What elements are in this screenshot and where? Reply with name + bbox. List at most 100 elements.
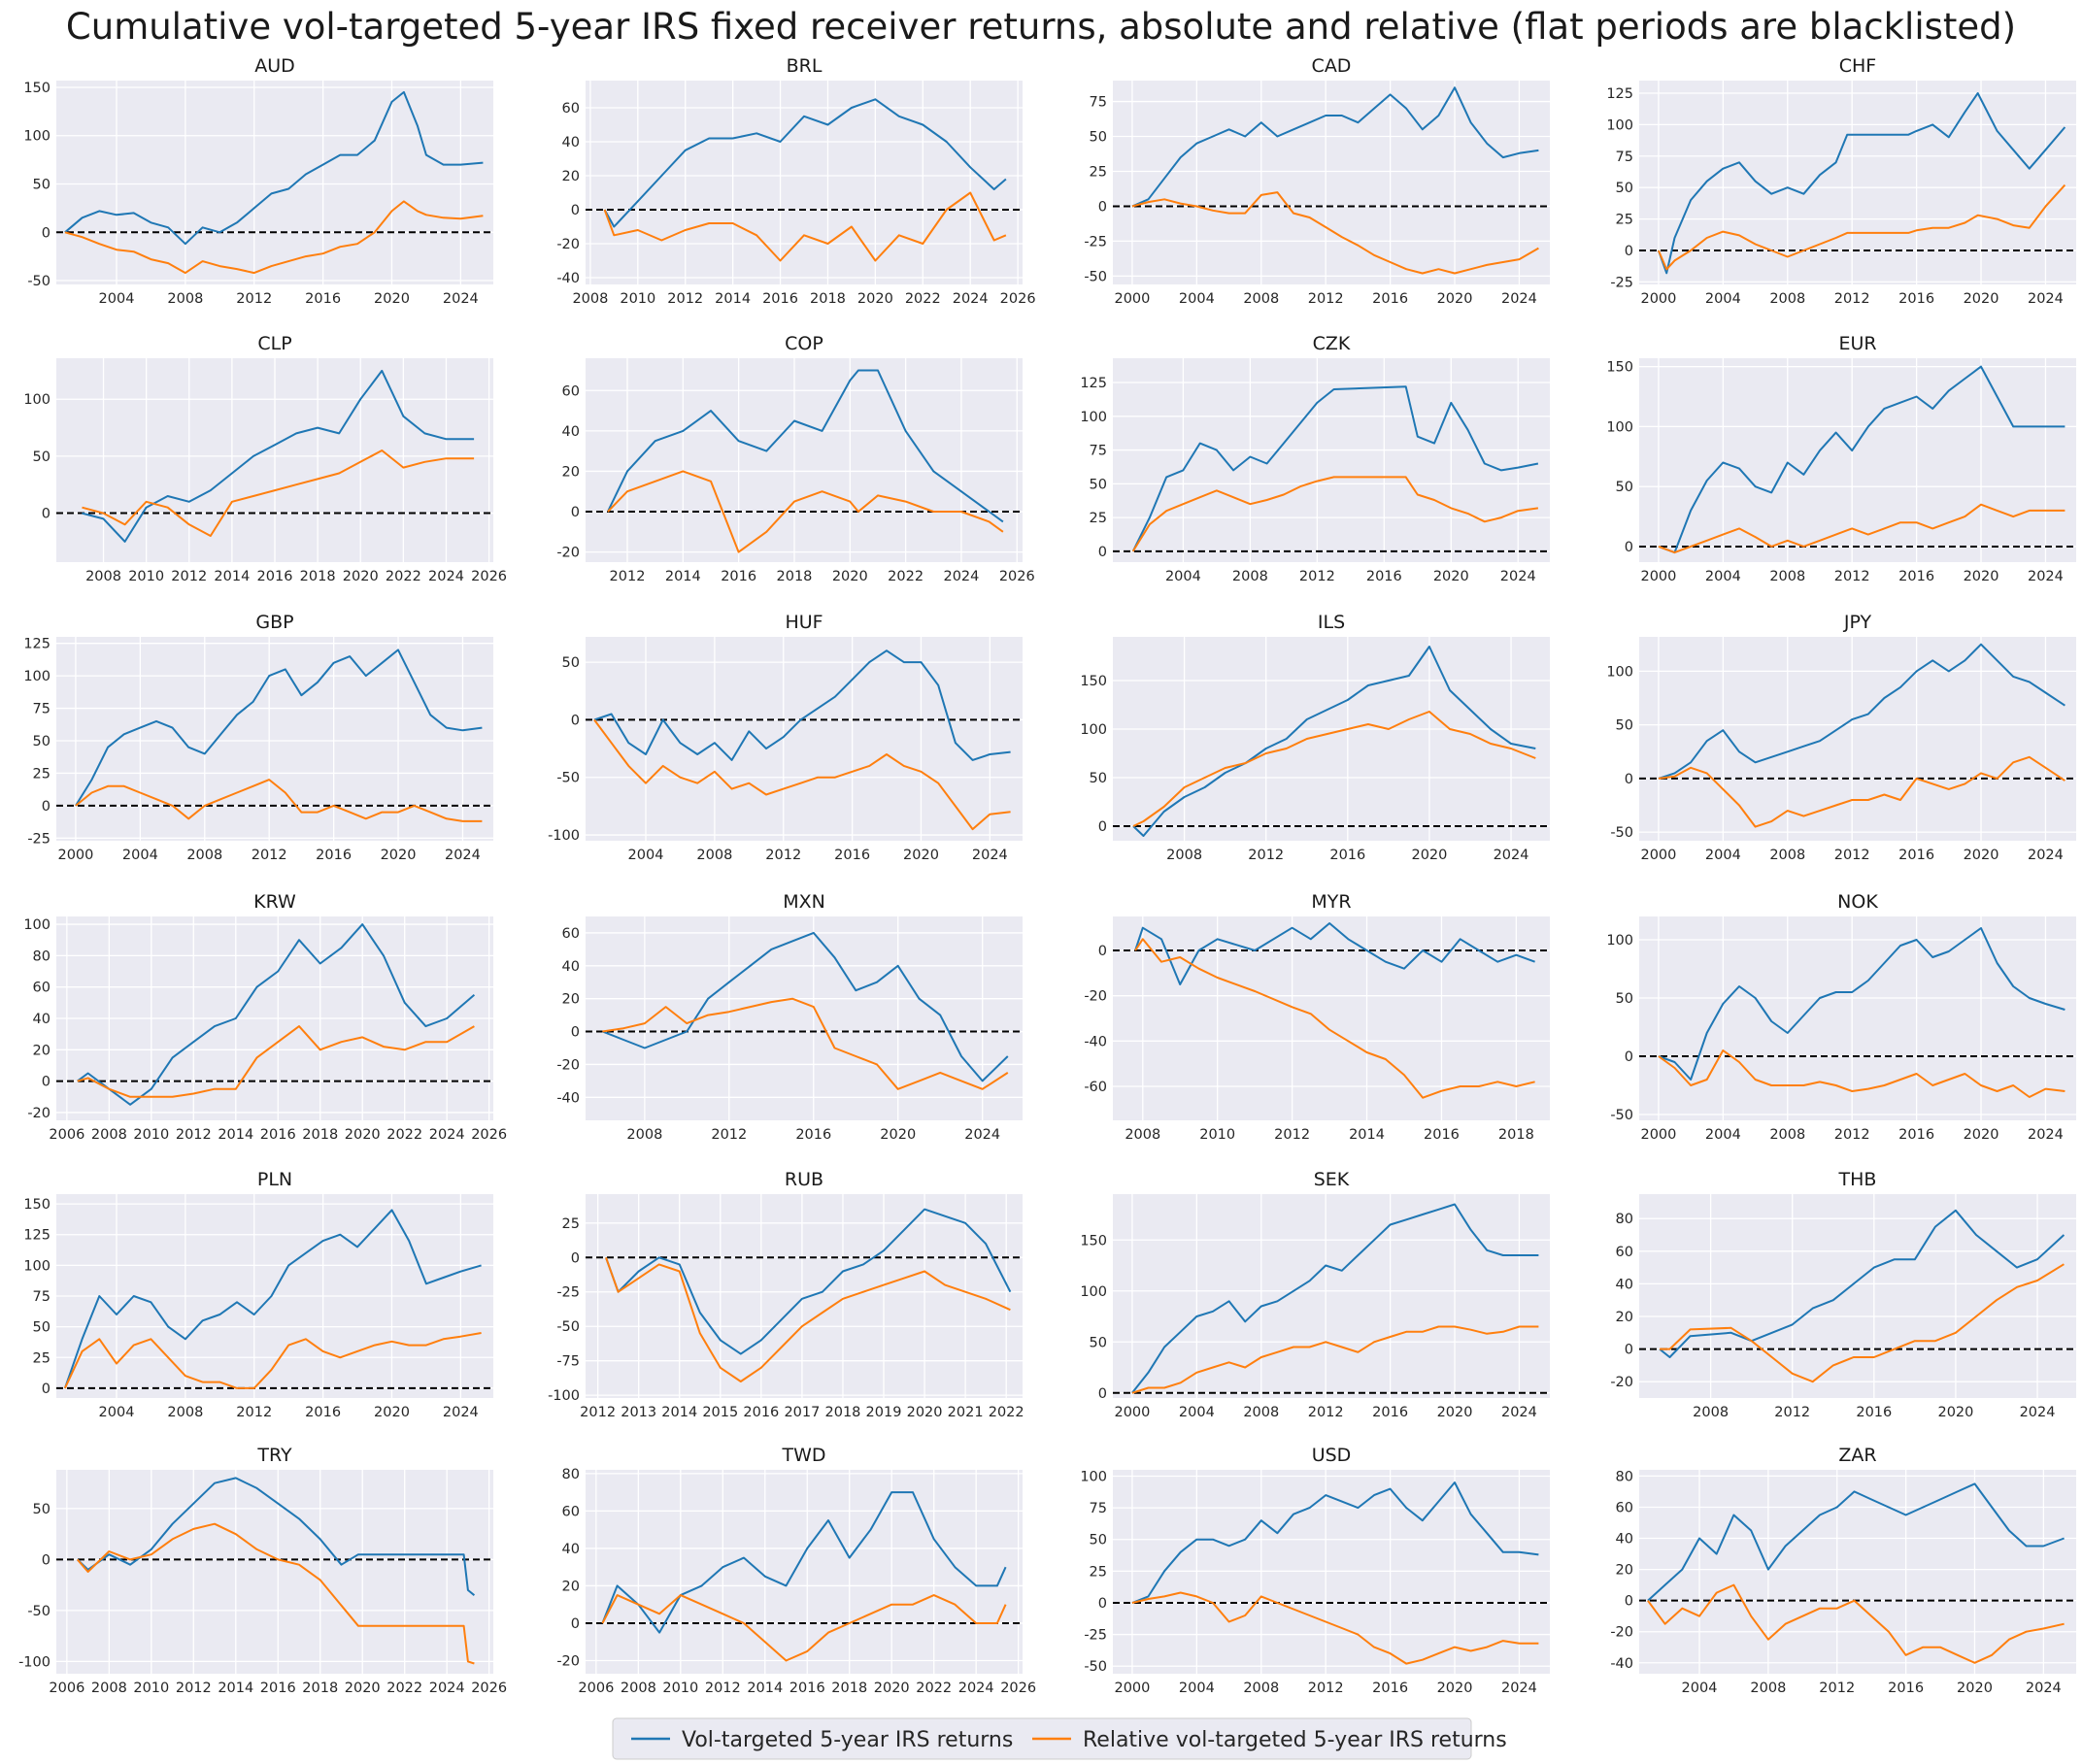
x-tick-label: 2008 (1243, 291, 1279, 307)
plot-area-jpy (1639, 637, 2076, 841)
y-tick-label: -40 (1084, 1034, 1107, 1049)
y-tick-label: 60 (33, 981, 50, 996)
y-tick-label: 100 (1080, 1284, 1107, 1300)
series-absolute-clp (82, 369, 475, 543)
series-relative-clp (82, 449, 475, 537)
y-tick-label: 0 (1625, 244, 1633, 259)
x-tick-label: 2020 (874, 1681, 910, 1696)
legend-label-relative: Relative vol-targeted 5-year IRS returns (1083, 1728, 1507, 1752)
x-tick-label: 2012 (252, 848, 287, 863)
x-tick-label: 2016 (1856, 1405, 1892, 1420)
y-tick-label: 100 (1606, 664, 1633, 680)
x-tick-label: 2024 (445, 848, 481, 863)
x-tick-label: 2016 (316, 848, 352, 863)
panel-title-clp: CLP (257, 333, 291, 354)
panel-thb: THB 2008 2012 2016 2020 2024 -20 0 20 40 60 80 (1610, 1169, 2076, 1420)
x-tick-label: 2024 (2028, 1127, 2064, 1143)
y-tick-label: 0 (1098, 819, 1107, 835)
x-tick-label: 2012 (1248, 848, 1284, 863)
x-tick-label: 2008 (1769, 1127, 1805, 1143)
y-tick-label: 0 (1625, 1049, 1633, 1065)
panel-title-sek: SEK (1314, 1169, 1350, 1190)
y-tick-label: 125 (23, 1228, 50, 1244)
panel-title-cad: CAD (1312, 55, 1352, 77)
panel-aud: AUD 2004 2008 2012 2016 2020 2024 -50 0 50 100 150 (23, 55, 493, 307)
y-tick-label: 0 (571, 203, 580, 218)
x-tick-label: 2018 (810, 291, 846, 307)
x-tick-label: 2022 (916, 1681, 952, 1696)
x-tick-label: 2014 (1349, 1127, 1385, 1143)
x-tick-label: 2016 (1898, 569, 1934, 584)
y-tick-label: 150 (1080, 1233, 1107, 1248)
x-tick-label: 2016 (1898, 848, 1934, 863)
y-tick-label: 50 (1616, 718, 1633, 734)
x-tick-label: 2010 (620, 291, 655, 307)
y-tick-label: 25 (1090, 1564, 1107, 1580)
x-tick-label: 2008 (167, 291, 203, 307)
series-relative-brl (603, 191, 1007, 262)
series-relative-nok (1658, 1049, 2065, 1098)
x-tick-label: 2022 (386, 1127, 422, 1143)
plot-area-rub (586, 1194, 1023, 1398)
x-tick-label: 2020 (374, 291, 410, 307)
y-tick-label: 75 (33, 1289, 50, 1305)
x-tick-label: 2000 (57, 848, 93, 863)
x-tick-label: 2024 (2020, 1405, 2056, 1420)
y-tick-label: 0 (571, 1025, 580, 1041)
x-tick-label: 2020 (857, 291, 893, 307)
x-tick-label: 2016 (1366, 569, 1402, 584)
x-tick-label: 2024 (1494, 848, 1529, 863)
x-tick-label: 2014 (665, 569, 701, 584)
y-tick-label: 60 (1616, 1500, 1633, 1515)
panel-title-jpy: JPY (1843, 612, 1872, 633)
y-tick-label: 125 (23, 637, 50, 652)
x-tick-label: 2024 (443, 1405, 479, 1420)
y-tick-label: 0 (1098, 1596, 1107, 1612)
panel-title-cop: COP (785, 333, 823, 354)
y-tick-label: 0 (1625, 1594, 1633, 1610)
y-tick-label: 100 (23, 1258, 50, 1274)
x-tick-label: 2018 (825, 1405, 861, 1420)
panel-title-myr: MYR (1311, 891, 1351, 913)
y-tick-label: 100 (1606, 117, 1633, 133)
x-tick-label: 2016 (260, 1681, 296, 1696)
x-tick-label: 2012 (176, 1681, 212, 1696)
panel-title-ils: ILS (1318, 612, 1345, 633)
y-tick-label: -20 (27, 1106, 50, 1121)
y-tick-label: 0 (1625, 1343, 1633, 1358)
y-tick-label: 0 (42, 799, 50, 815)
x-tick-label: 2020 (1964, 1127, 1999, 1143)
x-tick-label: 2012 (236, 291, 272, 307)
x-tick-label: 2008 (1166, 848, 1202, 863)
x-tick-label: 2020 (1964, 569, 1999, 584)
x-tick-label: 2008 (91, 1127, 127, 1143)
y-tick-label: 150 (23, 81, 50, 96)
y-tick-label: 100 (1080, 1470, 1107, 1485)
x-tick-label: 2004 (99, 1405, 135, 1420)
plot-area-czk (1113, 358, 1550, 562)
panel-rub: RUB 2012 2013 2014 2015 2016 2017 2018 2019 2020 2… (548, 1169, 1024, 1420)
x-tick-label: 2016 (257, 569, 293, 584)
x-tick-label: 2020 (903, 848, 939, 863)
y-tick-label: 40 (1616, 1532, 1633, 1548)
x-tick-label: 2008 (1769, 291, 1805, 307)
series-absolute-mxn (602, 931, 1009, 1082)
x-tick-label: 2024 (953, 291, 989, 307)
x-tick-label: 2012 (236, 1405, 272, 1420)
x-tick-label: 2016 (1898, 291, 1934, 307)
x-tick-label: 2008 (1769, 848, 1805, 863)
series-relative-cad (1131, 191, 1539, 275)
series-absolute-brl (603, 98, 1007, 228)
panel-twd: TWD 2006 2008 2010 2012 2014 2016 2018 2020 2022 2… (556, 1445, 1036, 1696)
x-tick-label: 2004 (99, 291, 135, 307)
x-tick-label: 2006 (49, 1681, 84, 1696)
panel-sek: SEK 2000 2004 2008 2012 2016 2020 2024 0 50 100 150 (1080, 1169, 1550, 1420)
panel-pln: PLN 2004 2008 2012 2016 2020 2024 0 25 50 75 100 125… (23, 1169, 493, 1420)
panel-title-twd: TWD (781, 1445, 825, 1466)
x-tick-label: 2022 (989, 1405, 1024, 1420)
y-tick-label: 50 (33, 449, 50, 465)
x-tick-label: 2012 (1308, 291, 1344, 307)
y-tick-label: 0 (1098, 199, 1107, 215)
x-tick-label: 2019 (866, 1405, 902, 1420)
x-tick-label: 2016 (305, 291, 341, 307)
